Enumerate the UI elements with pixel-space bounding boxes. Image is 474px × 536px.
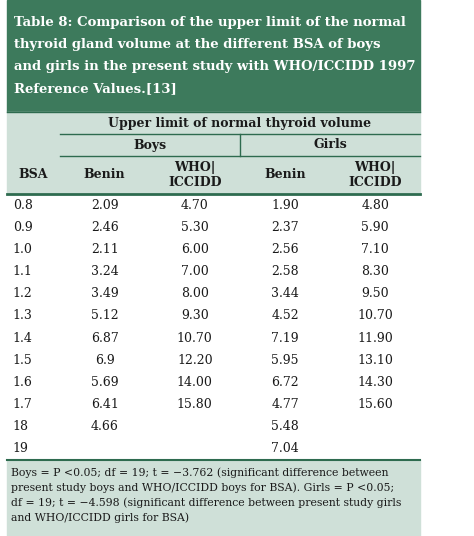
Text: Upper limit of normal thyroid volume: Upper limit of normal thyroid volume — [109, 116, 372, 130]
Bar — [7, 112, 420, 194]
Text: Reference Values.[13]: Reference Values.[13] — [14, 82, 177, 95]
Text: 7.19: 7.19 — [271, 332, 299, 345]
Text: 6.41: 6.41 — [91, 398, 118, 411]
Text: present study boys and WHO/ICCIDD boys for BSA). Girls = P <0.05;: present study boys and WHO/ICCIDD boys f… — [11, 482, 394, 493]
Text: 1.90: 1.90 — [271, 198, 299, 212]
Text: 12.20: 12.20 — [177, 354, 213, 367]
Text: 8.00: 8.00 — [181, 287, 209, 300]
Text: 9.50: 9.50 — [361, 287, 389, 300]
Text: 19: 19 — [13, 442, 28, 456]
Text: 2.46: 2.46 — [91, 221, 118, 234]
Text: 8.30: 8.30 — [361, 265, 389, 278]
Text: 1.0: 1.0 — [13, 243, 33, 256]
Text: Girls: Girls — [313, 138, 347, 152]
Text: 6.00: 6.00 — [181, 243, 209, 256]
Text: Table 8: Comparison of the upper limit of the normal: Table 8: Comparison of the upper limit o… — [14, 16, 406, 29]
Text: 4.77: 4.77 — [271, 398, 299, 411]
Text: 15.60: 15.60 — [357, 398, 393, 411]
Text: Benin: Benin — [84, 168, 126, 182]
Text: 1.4: 1.4 — [13, 332, 33, 345]
Text: Benin: Benin — [264, 168, 306, 182]
Text: thyroid gland volume at the different BSA of boys: thyroid gland volume at the different BS… — [14, 38, 381, 51]
Text: 1.2: 1.2 — [13, 287, 32, 300]
Text: 2.58: 2.58 — [271, 265, 299, 278]
Text: and WHO/ICCIDD girls for BSA): and WHO/ICCIDD girls for BSA) — [11, 512, 189, 523]
Text: 13.10: 13.10 — [357, 354, 393, 367]
Text: 2.37: 2.37 — [271, 221, 299, 234]
Text: 2.09: 2.09 — [91, 198, 118, 212]
Text: 4.66: 4.66 — [91, 420, 118, 433]
Bar — [7, 460, 420, 536]
Text: 0.9: 0.9 — [13, 221, 32, 234]
Text: 10.70: 10.70 — [357, 309, 393, 323]
Text: Boys = P <0.05; df = 19; t = −3.762 (significant difference between: Boys = P <0.05; df = 19; t = −3.762 (sig… — [11, 467, 388, 478]
Text: 7.04: 7.04 — [271, 442, 299, 456]
Text: 18: 18 — [13, 420, 28, 433]
Text: 1.7: 1.7 — [13, 398, 32, 411]
Text: BSA: BSA — [18, 168, 48, 182]
Text: 5.69: 5.69 — [91, 376, 118, 389]
Text: WHO|
ICCIDD: WHO| ICCIDD — [168, 161, 221, 189]
Text: 5.90: 5.90 — [361, 221, 389, 234]
Text: and girls in the present study with WHO/ICCIDD 1997: and girls in the present study with WHO/… — [14, 60, 416, 73]
Text: 5.48: 5.48 — [271, 420, 299, 433]
Text: 2.11: 2.11 — [91, 243, 118, 256]
Text: 3.24: 3.24 — [91, 265, 118, 278]
Text: 1.1: 1.1 — [13, 265, 33, 278]
Bar — [7, 194, 420, 460]
Text: 6.9: 6.9 — [95, 354, 115, 367]
Text: 6.72: 6.72 — [271, 376, 299, 389]
Bar — [7, 0, 420, 112]
Text: 4.52: 4.52 — [271, 309, 299, 323]
Text: 2.56: 2.56 — [271, 243, 299, 256]
Text: 5.12: 5.12 — [91, 309, 118, 323]
Text: 7.10: 7.10 — [361, 243, 389, 256]
Text: 4.80: 4.80 — [361, 198, 389, 212]
Text: 1.3: 1.3 — [13, 309, 33, 323]
Text: 14.00: 14.00 — [177, 376, 213, 389]
Text: 15.80: 15.80 — [177, 398, 213, 411]
Text: WHO|
ICCIDD: WHO| ICCIDD — [348, 161, 402, 189]
Text: 6.87: 6.87 — [91, 332, 118, 345]
Text: 3.44: 3.44 — [271, 287, 299, 300]
Text: 1.5: 1.5 — [13, 354, 32, 367]
Text: 3.49: 3.49 — [91, 287, 118, 300]
Text: 14.30: 14.30 — [357, 376, 393, 389]
Text: 11.90: 11.90 — [357, 332, 393, 345]
Text: 5.30: 5.30 — [181, 221, 209, 234]
Text: 9.30: 9.30 — [181, 309, 209, 323]
Text: df = 19; t = −4.598 (significant difference between present study girls: df = 19; t = −4.598 (significant differe… — [11, 497, 401, 508]
Text: 1.6: 1.6 — [13, 376, 33, 389]
Text: 7.00: 7.00 — [181, 265, 209, 278]
Text: 4.70: 4.70 — [181, 198, 209, 212]
Text: 5.95: 5.95 — [271, 354, 299, 367]
Text: Boys: Boys — [133, 138, 166, 152]
Text: 0.8: 0.8 — [13, 198, 33, 212]
Text: 10.70: 10.70 — [177, 332, 213, 345]
